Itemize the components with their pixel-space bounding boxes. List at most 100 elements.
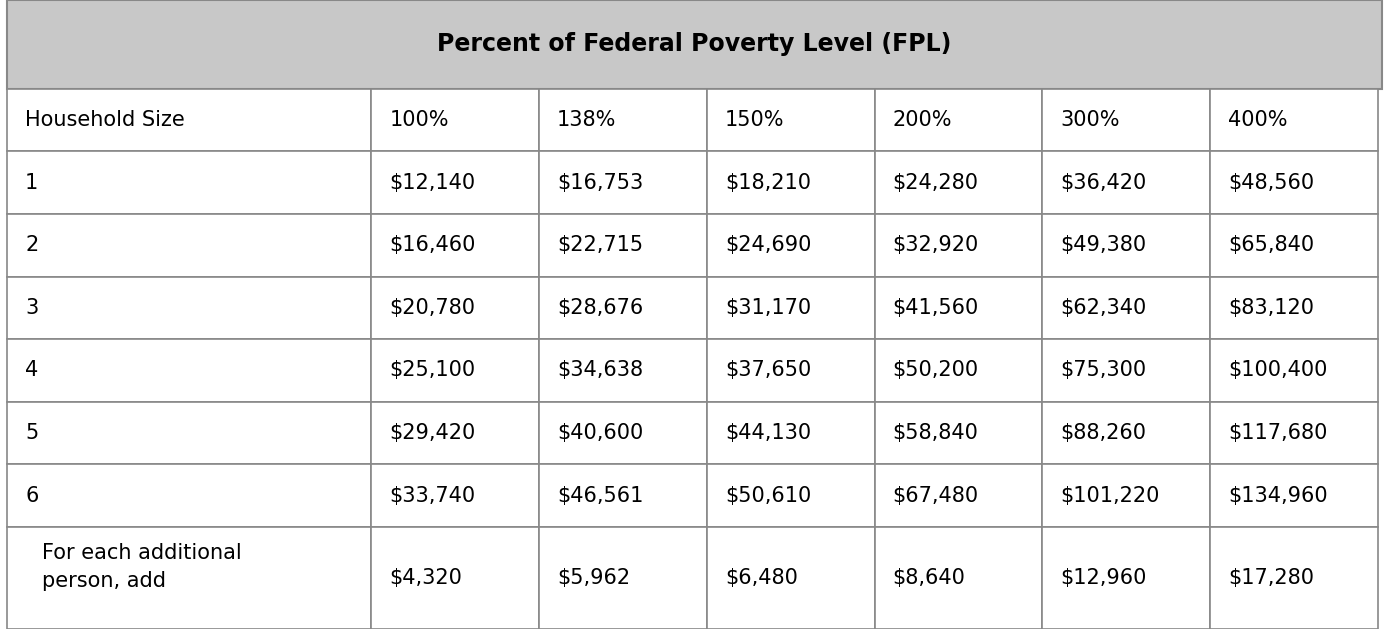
- Bar: [875, 89, 1042, 152]
- Bar: [539, 527, 707, 629]
- Bar: [875, 277, 1042, 339]
- Bar: [371, 152, 539, 214]
- Bar: [1210, 214, 1378, 277]
- Text: $62,340: $62,340: [1060, 298, 1147, 318]
- Text: $46,561: $46,561: [557, 486, 643, 506]
- Bar: [707, 214, 875, 277]
- Bar: [539, 339, 707, 402]
- Text: $24,280: $24,280: [893, 173, 979, 192]
- Text: 4: 4: [25, 360, 39, 381]
- Text: $37,650: $37,650: [725, 360, 811, 381]
- Bar: [707, 152, 875, 214]
- Bar: [371, 527, 539, 629]
- Text: Household Size: Household Size: [25, 110, 185, 130]
- Text: $49,380: $49,380: [1060, 235, 1146, 255]
- Bar: [707, 527, 875, 629]
- Text: 1: 1: [25, 173, 39, 192]
- Bar: [7, 277, 371, 339]
- Bar: [539, 277, 707, 339]
- Bar: [539, 214, 707, 277]
- Bar: [1042, 464, 1210, 527]
- Text: $28,676: $28,676: [557, 298, 643, 318]
- Bar: [875, 339, 1042, 402]
- Text: $24,690: $24,690: [725, 235, 811, 255]
- Text: $44,130: $44,130: [725, 423, 811, 443]
- Text: 300%: 300%: [1060, 110, 1120, 130]
- Text: Percent of Federal Poverty Level (FPL): Percent of Federal Poverty Level (FPL): [438, 33, 951, 57]
- Text: For each additional
person, add: For each additional person, add: [42, 543, 242, 591]
- Bar: [875, 527, 1042, 629]
- Text: $65,840: $65,840: [1228, 235, 1314, 255]
- Text: $32,920: $32,920: [893, 235, 979, 255]
- Text: $50,200: $50,200: [893, 360, 979, 381]
- Text: 5: 5: [25, 423, 39, 443]
- Text: $25,100: $25,100: [389, 360, 475, 381]
- Text: 150%: 150%: [725, 110, 785, 130]
- Bar: [1042, 527, 1210, 629]
- Bar: [1210, 527, 1378, 629]
- Bar: [539, 464, 707, 527]
- Text: $18,210: $18,210: [725, 173, 811, 192]
- Bar: [1210, 277, 1378, 339]
- Bar: [7, 527, 371, 629]
- Text: 3: 3: [25, 298, 39, 318]
- Bar: [1210, 152, 1378, 214]
- Text: $22,715: $22,715: [557, 235, 643, 255]
- Bar: [1042, 89, 1210, 152]
- Bar: [1210, 464, 1378, 527]
- Bar: [875, 152, 1042, 214]
- Text: $8,640: $8,640: [893, 568, 965, 588]
- Bar: [371, 89, 539, 152]
- Text: $41,560: $41,560: [893, 298, 979, 318]
- Bar: [875, 402, 1042, 464]
- Bar: [7, 339, 371, 402]
- Text: $12,960: $12,960: [1060, 568, 1147, 588]
- Bar: [371, 402, 539, 464]
- Bar: [7, 214, 371, 277]
- Bar: [539, 402, 707, 464]
- Text: $88,260: $88,260: [1060, 423, 1146, 443]
- Bar: [7, 464, 371, 527]
- Text: 100%: 100%: [389, 110, 449, 130]
- Bar: [539, 152, 707, 214]
- Bar: [1042, 277, 1210, 339]
- Text: $29,420: $29,420: [389, 423, 475, 443]
- Text: 138%: 138%: [557, 110, 617, 130]
- Bar: [1042, 152, 1210, 214]
- Text: $4,320: $4,320: [389, 568, 463, 588]
- Bar: [707, 339, 875, 402]
- Bar: [875, 464, 1042, 527]
- Bar: [7, 89, 371, 152]
- Bar: [539, 89, 707, 152]
- Text: $17,280: $17,280: [1228, 568, 1314, 588]
- Text: $33,740: $33,740: [389, 486, 475, 506]
- Bar: [1042, 214, 1210, 277]
- Text: 6: 6: [25, 486, 39, 506]
- Text: $75,300: $75,300: [1060, 360, 1146, 381]
- Bar: [707, 89, 875, 152]
- Text: $50,610: $50,610: [725, 486, 811, 506]
- Bar: [875, 214, 1042, 277]
- Text: $48,560: $48,560: [1228, 173, 1314, 192]
- Bar: [371, 464, 539, 527]
- Text: $5,962: $5,962: [557, 568, 631, 588]
- Bar: [7, 402, 371, 464]
- Text: $117,680: $117,680: [1228, 423, 1328, 443]
- Bar: [7, 0, 1382, 89]
- Bar: [1210, 339, 1378, 402]
- Text: 200%: 200%: [893, 110, 953, 130]
- Text: $12,140: $12,140: [389, 173, 475, 192]
- Bar: [1210, 89, 1378, 152]
- Text: $36,420: $36,420: [1060, 173, 1147, 192]
- Bar: [707, 402, 875, 464]
- Text: 400%: 400%: [1228, 110, 1288, 130]
- Text: $16,753: $16,753: [557, 173, 643, 192]
- Bar: [1042, 402, 1210, 464]
- Text: $31,170: $31,170: [725, 298, 811, 318]
- Text: $67,480: $67,480: [893, 486, 979, 506]
- Bar: [371, 277, 539, 339]
- Text: $101,220: $101,220: [1060, 486, 1160, 506]
- Bar: [371, 214, 539, 277]
- Text: $58,840: $58,840: [893, 423, 979, 443]
- Text: 2: 2: [25, 235, 39, 255]
